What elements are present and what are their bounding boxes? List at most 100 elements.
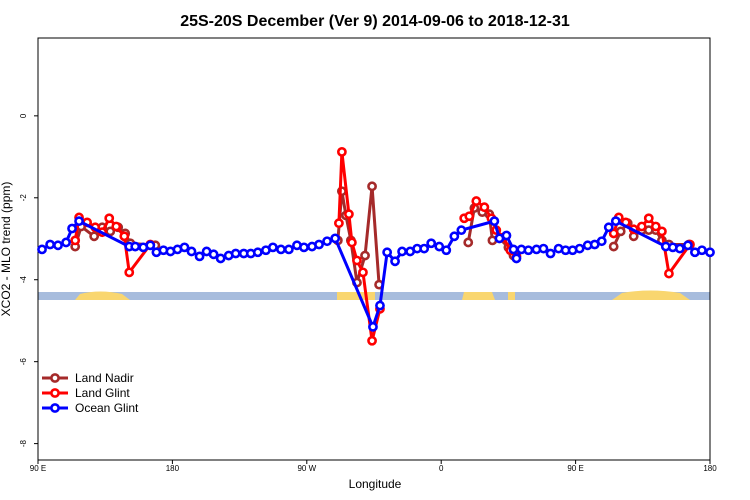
- x-axis-label: Longitude: [349, 477, 402, 491]
- legend-marker: [50, 388, 60, 398]
- legend-marker: [50, 403, 60, 413]
- data-point: [360, 250, 370, 261]
- data-point: [268, 242, 278, 253]
- data-point: [664, 268, 674, 279]
- land-strip: [508, 292, 515, 300]
- y-tick-label: -4: [19, 276, 28, 284]
- data-point: [523, 245, 534, 256]
- data-point: [608, 228, 619, 239]
- data-point: [215, 253, 226, 264]
- data-point: [463, 237, 474, 248]
- data-point: [508, 244, 519, 255]
- data-point: [299, 242, 309, 253]
- land-strip: [75, 291, 130, 300]
- data-point: [89, 231, 100, 242]
- y-tick-label: -2: [19, 194, 28, 202]
- land-strip: [337, 292, 375, 300]
- data-point: [124, 267, 135, 278]
- data-point: [367, 335, 377, 346]
- data-point: [330, 233, 341, 244]
- data-point: [434, 241, 445, 252]
- data-point: [336, 146, 347, 157]
- land-strip: [612, 290, 690, 300]
- data-point: [464, 211, 475, 222]
- data-point: [53, 240, 63, 251]
- data-point: [283, 244, 294, 255]
- data-point: [603, 222, 614, 233]
- data-point: [479, 202, 490, 213]
- data-point: [397, 246, 407, 257]
- data-point: [194, 251, 205, 262]
- data-point: [119, 231, 130, 242]
- data-point: [610, 216, 621, 227]
- data-point: [574, 243, 585, 254]
- data-point: [650, 221, 661, 232]
- data-point: [375, 300, 385, 311]
- data-point: [636, 221, 647, 232]
- land-ocean-strip: [38, 290, 710, 300]
- y-axis-label: XCO2 - MLO trend (ppm): [0, 182, 13, 317]
- data-point: [358, 267, 368, 278]
- data-point: [74, 216, 84, 227]
- y-tick-label: 0: [19, 113, 28, 118]
- data-point: [70, 235, 81, 246]
- data-point: [643, 213, 654, 224]
- x-tick-label: 90 W: [297, 464, 316, 473]
- data-point: [545, 248, 556, 259]
- data-point: [104, 213, 115, 224]
- data-point: [37, 244, 47, 255]
- legend-label: Ocean Glint: [75, 401, 139, 415]
- y-tick-label: -8: [19, 440, 28, 448]
- data-point: [367, 181, 377, 192]
- data-point: [608, 241, 619, 252]
- data-point: [145, 240, 156, 251]
- legend-label: Land Nadir: [75, 371, 134, 385]
- x-tick-label: 90 E: [30, 464, 46, 473]
- y-tick-label: -6: [19, 358, 28, 366]
- chart-title: 25S-20S December (Ver 9) 2014-09-06 to 2…: [180, 13, 570, 30]
- data-point: [596, 236, 607, 247]
- series: [37, 216, 715, 332]
- data-point: [346, 237, 357, 248]
- data-point: [538, 243, 549, 254]
- data-point: [390, 256, 400, 267]
- data-point: [501, 230, 512, 241]
- data-point: [426, 238, 437, 249]
- data-point: [657, 226, 667, 237]
- data-point: [67, 223, 77, 234]
- data-point: [511, 253, 522, 264]
- data-point: [449, 231, 460, 242]
- data-point: [186, 246, 197, 257]
- data-point: [130, 241, 141, 252]
- data-point: [352, 255, 362, 266]
- data-point: [252, 247, 263, 258]
- data-point: [441, 245, 452, 256]
- data-point: [368, 321, 378, 332]
- data-point: [314, 239, 324, 250]
- data-point: [322, 236, 333, 247]
- legend-label: Land Glint: [75, 386, 130, 400]
- x-tick-label: 180: [166, 464, 180, 473]
- data-point: [276, 244, 286, 255]
- data-point: [208, 249, 219, 260]
- data-point: [697, 245, 707, 256]
- data-point: [456, 225, 467, 236]
- x-tick-label: 180: [703, 464, 717, 473]
- data-point: [111, 221, 122, 232]
- data-point: [45, 239, 55, 250]
- x-tick-label: 0: [439, 464, 444, 473]
- legend-marker: [50, 373, 60, 383]
- data-point: [61, 237, 71, 248]
- data-point: [334, 218, 344, 229]
- data-point: [419, 243, 430, 254]
- data-point: [230, 248, 241, 259]
- x-tick-label: 90 E: [567, 464, 583, 473]
- data-point: [705, 247, 715, 258]
- data-point: [682, 240, 693, 251]
- data-point: [179, 242, 190, 253]
- data-point: [382, 247, 393, 258]
- land-strip: [462, 292, 495, 300]
- data-point: [489, 216, 500, 227]
